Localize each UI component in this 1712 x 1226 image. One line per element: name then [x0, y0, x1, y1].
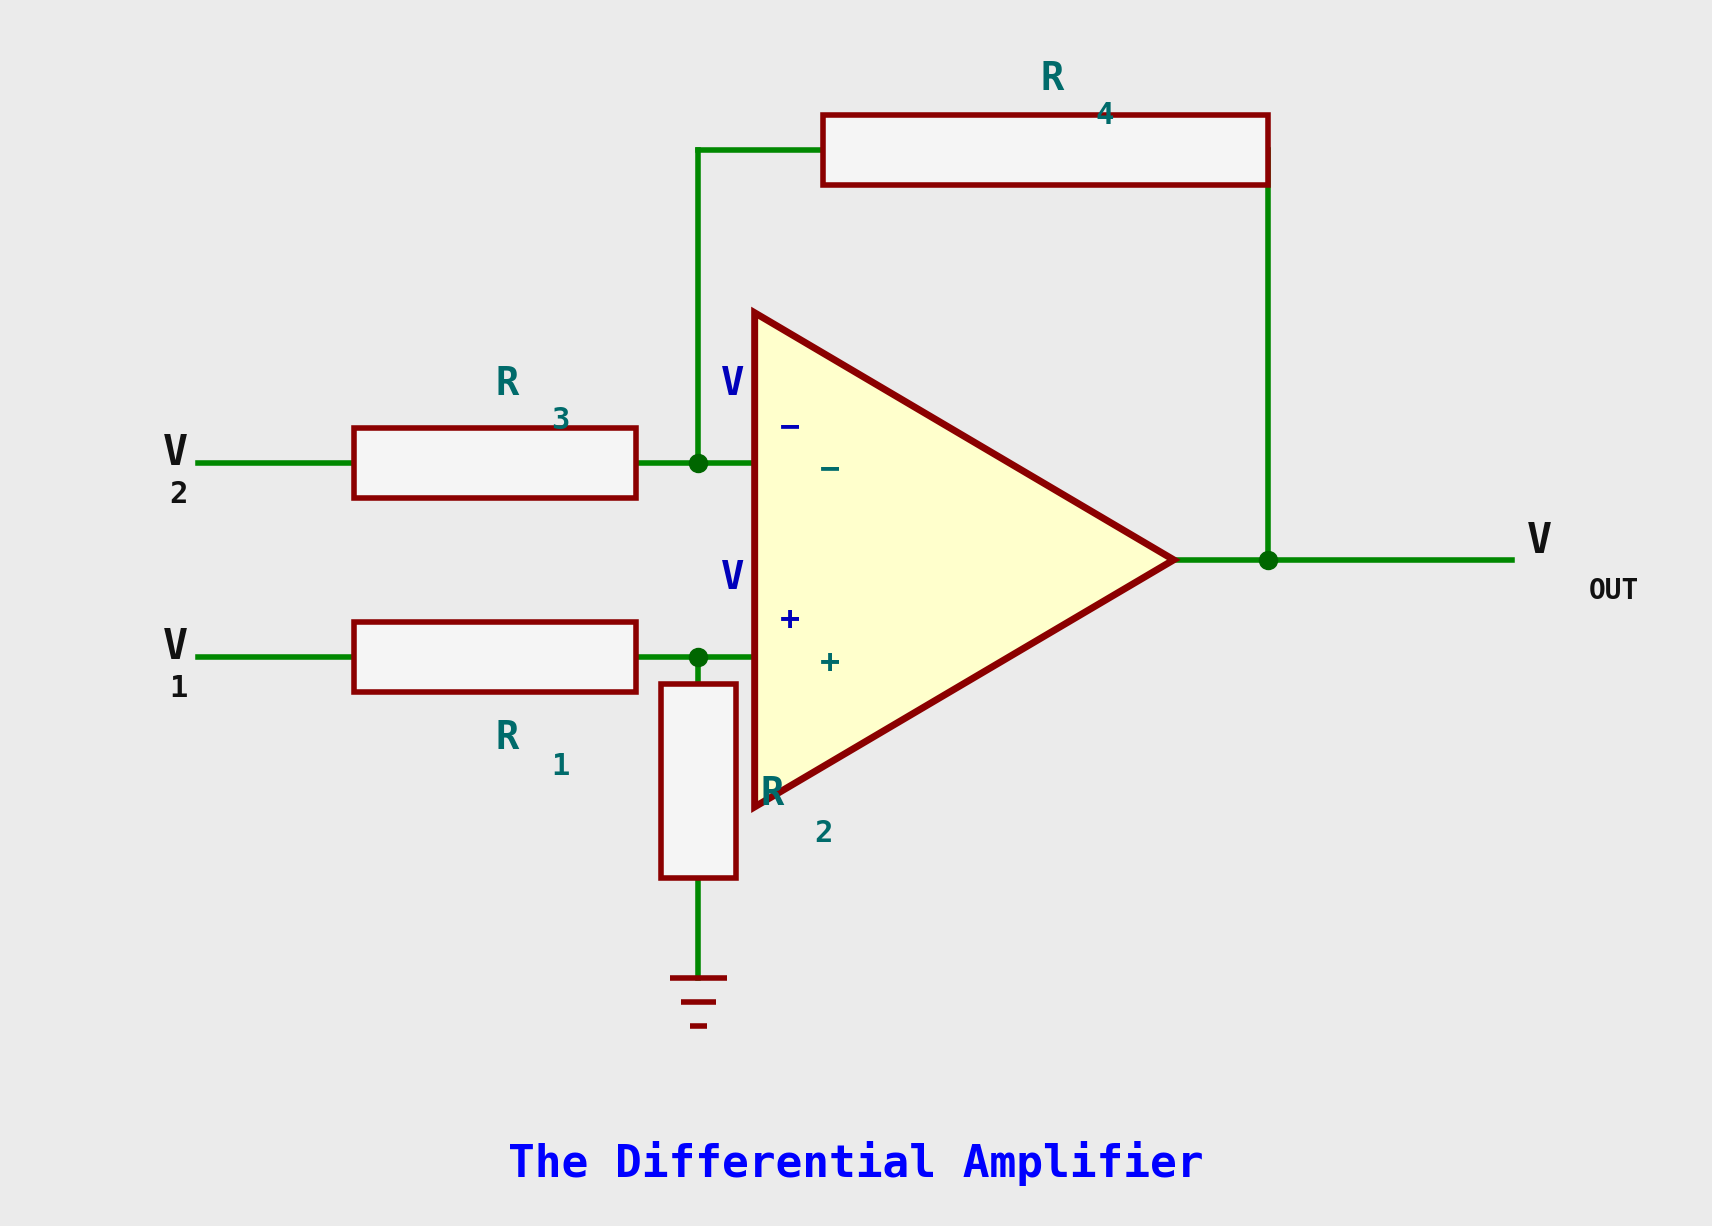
Text: V: V: [721, 559, 745, 597]
Bar: [823, 115, 1267, 185]
Text: 4: 4: [1096, 101, 1113, 130]
Text: −: −: [820, 452, 841, 485]
Text: 2: 2: [169, 479, 188, 509]
Text: 3: 3: [551, 406, 570, 435]
Text: 2: 2: [815, 819, 834, 848]
Text: The Differential Amplifier: The Differential Amplifier: [508, 1141, 1204, 1186]
Text: R: R: [1041, 60, 1063, 98]
Text: R: R: [496, 720, 519, 758]
Polygon shape: [755, 313, 1174, 807]
Text: −: −: [779, 409, 800, 443]
Text: R: R: [496, 365, 519, 403]
Text: +: +: [820, 646, 841, 679]
Bar: [354, 428, 635, 498]
Text: OUT: OUT: [1589, 577, 1640, 606]
Text: R: R: [760, 775, 784, 813]
Text: 1: 1: [551, 752, 570, 781]
Text: +: +: [779, 603, 800, 636]
Text: V: V: [1527, 520, 1551, 562]
Bar: [354, 622, 635, 691]
Text: V: V: [163, 432, 188, 474]
Text: 1: 1: [169, 673, 188, 702]
Text: V: V: [721, 365, 745, 403]
Text: V: V: [163, 625, 188, 668]
Bar: [661, 684, 736, 878]
